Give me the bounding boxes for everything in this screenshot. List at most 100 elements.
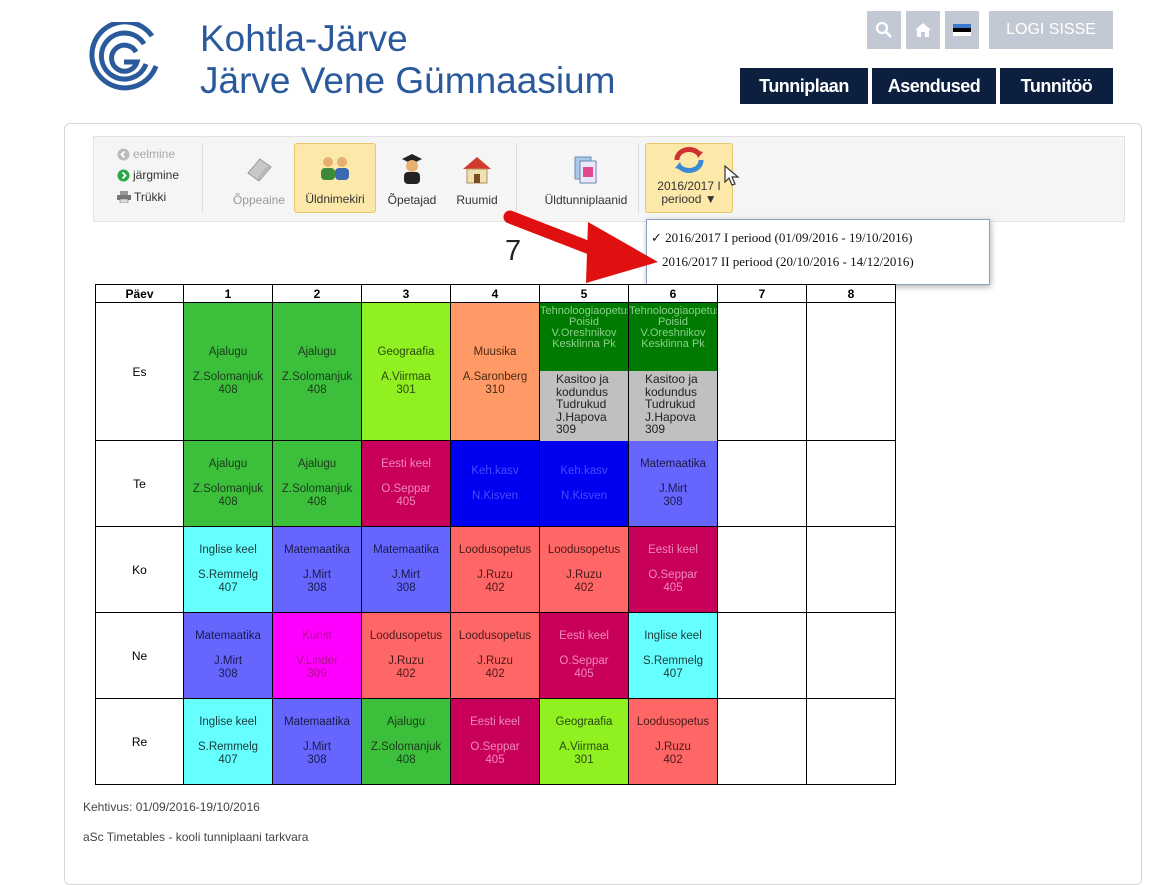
period-option-2[interactable]: 2016/2017 II periood (20/10/2016 - 14/12… [662,254,914,272]
timetable-cell[interactable]: Matemaatika J.Mirt 308 [272,698,362,785]
lesson-room: 402 [485,668,505,680]
lesson-card[interactable]: Matemaatika J.Mirt 308 [362,527,450,612]
timetable-cell[interactable]: Inglise keel S.Remmelg 407 [628,612,718,699]
timetable-cell[interactable]: Inglise keel S.Remmelg 407 [183,526,273,613]
timetable-cell[interactable]: Geograafia A.Viirmaa 301 [539,698,629,785]
lesson-subject: Loodusopetus [458,544,532,556]
timetable-cell[interactable]: Eesti keel O.Seppar 405 [539,612,629,699]
timetable-cell[interactable]: Loodusopetus J.Ruzu 402 [361,612,451,699]
search-icon[interactable] [867,11,901,49]
lesson-card[interactable]: Loodusopetus J.Ruzu 402 [629,699,717,784]
timetable-cell[interactable]: Inglise keel S.Remmelg 407 [183,698,273,785]
lesson-card[interactable]: Geograafia A.Viirmaa 301 [540,699,628,784]
timetable-cell[interactable]: Keh.kasv N.Kisven [539,440,629,527]
lesson-card[interactable]: Eesti keel O.Seppar 405 [629,527,717,612]
lesson-card[interactable]: Ajalugu Z.Solomanjuk 408 [273,303,361,440]
lesson-card[interactable]: Eesti keel O.Seppar 405 [540,613,628,698]
lesson-card[interactable]: Inglise keel S.Remmelg 407 [184,699,272,784]
timetable-cell[interactable]: Loodusopetus J.Ruzu 402 [450,612,540,699]
timetable-cell[interactable]: Matemaatika J.Mirt 308 [628,440,718,527]
timetable-cell[interactable]: Matemaatika J.Mirt 308 [272,526,362,613]
lesson-line: Poisid [658,316,688,328]
nav-asendused[interactable]: Asendused [872,68,996,104]
school-name-line1[interactable]: Kohtla-Järve [200,18,408,59]
lesson-card[interactable]: Kunst V.Linder 309 [273,613,361,698]
lesson-card[interactable]: Loodusopetus J.Ruzu 402 [451,613,539,698]
timetable-cell[interactable]: Eesti keel O.Seppar 405 [361,440,451,527]
lesson-card[interactable]: Loodusopetus J.Ruzu 402 [362,613,450,698]
period-option-1[interactable]: ✓ 2016/2017 I periood (01/09/2016 - 19/1… [651,230,913,248]
timetable-cell[interactable]: Loodusopetus J.Ruzu 402 [628,698,718,785]
lesson-card[interactable]: Ajalugu Z.Solomanjuk 408 [273,441,361,526]
timetable-cell[interactable]: Eesti keel O.Seppar 405 [628,526,718,613]
teachers-button[interactable]: Õpetajad [380,143,444,213]
lesson-card[interactable]: Keh.kasv N.Kisven [451,441,539,526]
period-header: 5 [539,284,629,303]
nav-tunnitoo[interactable]: Tunnitöö [1000,68,1113,104]
school-logo[interactable] [80,22,170,94]
timetable-cell[interactable]: Ajalugu Z.Solomanjuk 408 [183,440,273,527]
lesson-group-boys[interactable]: Tehnoloogiaopetus Poisid V.Oreshnikov Keskl… [629,303,717,371]
lesson-card[interactable]: Loodusopetus J.Ruzu 402 [540,527,628,612]
lesson-card[interactable]: Ajalugu Z.Solomanjuk 408 [184,303,272,440]
timetable-cell[interactable]: Ajalugu Z.Solomanjuk 408 [272,302,362,441]
login-button[interactable]: LOGI SISSE [989,11,1113,49]
timetable-cell[interactable]: Matemaatika J.Mirt 308 [183,612,273,699]
timetable-cell[interactable]: Muusika A.Saronberg 310 [450,302,540,441]
timetable-cell[interactable]: Ajalugu Z.Solomanjuk 408 [183,302,273,441]
next-button[interactable]: järgmine [117,168,179,182]
lesson-subject: Geograafia [377,346,435,358]
lesson-card[interactable]: Ajalugu Z.Solomanjuk 408 [184,441,272,526]
timetable-cell[interactable]: Geograafia A.Viirmaa 301 [361,302,451,441]
lesson-card[interactable]: Loodusopetus J.Ruzu 402 [451,527,539,612]
lesson-card[interactable]: Inglise keel S.Remmelg 407 [184,527,272,612]
timetable-cell[interactable]: Loodusopetus J.Ruzu 402 [539,526,629,613]
timetable-cell [717,526,807,613]
lesson-card[interactable]: Matemaatika J.Mirt 308 [629,441,717,526]
print-button[interactable]: Trükki [117,190,166,204]
lesson-teacher: J.Ruzu [477,655,513,667]
lesson-teacher: O.Seppar [559,655,609,667]
lesson-teacher: V.Linder [296,655,338,667]
timetable-cell[interactable]: Ajalugu Z.Solomanjuk 408 [272,440,362,527]
rooms-button[interactable]: Ruumid [449,143,505,213]
lesson-card[interactable]: Eesti keel O.Seppar 405 [362,441,450,526]
timetable-cell[interactable]: Loodusopetus J.Ruzu 402 [450,526,540,613]
nav-tunniplaan[interactable]: Tunniplaan [740,68,868,104]
lesson-card[interactable]: Eesti keel O.Seppar 405 [451,699,539,784]
lesson-card[interactable]: Matemaatika J.Mirt 308 [184,613,272,698]
class-list-button[interactable]: Üldnimekiri [294,143,376,213]
lesson-card[interactable]: Geograafia A.Viirmaa 301 [362,303,450,440]
lesson-card[interactable]: Muusika A.Saronberg 310 [451,303,539,440]
lesson-card[interactable]: Keh.kasv N.Kisven [540,441,628,526]
subject-button[interactable]: Õppeaine [226,143,292,213]
lesson-teacher: S.Remmelg [197,741,259,753]
timetable-cell[interactable]: Tehnoloogiaopetus Poisid V.Oreshnikov Keskl… [628,302,718,441]
home-icon[interactable] [906,11,940,49]
lesson-group-girls[interactable]: Kasitoo ja kodundus Tudrukud J.Hapova 309 [540,371,628,441]
lesson-line: J.Hapova [645,409,696,424]
timetable-cell[interactable]: Tehnoloogiaopetus Poisid V.Oreshnikov Keskl… [539,302,629,441]
lesson-subject: Loodusopetus [547,544,621,556]
lesson-line: kodundus [556,384,609,399]
lesson-card[interactable]: Ajalugu Z.Solomanjuk 408 [362,699,450,784]
timetable-cell[interactable]: Keh.kasv N.Kisven [450,440,540,527]
lesson-group-girls[interactable]: Kasitoo ja kodundus Tudrukud J.Hapova 309 [629,371,717,441]
timetable-cell[interactable]: Ajalugu Z.Solomanjuk 408 [361,698,451,785]
lesson-card[interactable]: Inglise keel S.Remmelg 407 [629,613,717,698]
prev-button[interactable]: eelmine [117,147,175,161]
lesson-subject: Muusika [473,346,517,358]
language-flag-icon[interactable] [945,11,979,49]
timetable-cell[interactable]: Matemaatika J.Mirt 308 [361,526,451,613]
day-label: Es [95,302,184,441]
overall-timetables-button[interactable]: Üldtunniplaanid [540,143,632,213]
lesson-card[interactable]: Matemaatika J.Mirt 308 [273,527,361,612]
period-selector-button[interactable]: 2016/2017 I periood ▼ [645,143,733,213]
timetable-cell[interactable]: Eesti keel O.Seppar 405 [450,698,540,785]
lesson-card[interactable]: Matemaatika J.Mirt 308 [273,699,361,784]
timetable-cell[interactable]: Kunst V.Linder 309 [272,612,362,699]
footer-text[interactable]: aSc Timetables - kooli tunniplaani tarkv… [83,830,309,844]
school-name-line2[interactable]: Järve Vene Gümnaasium [200,60,616,101]
lesson-group-boys[interactable]: Tehnoloogiaopetus Poisid V.Oreshnikov Keskl… [540,303,628,371]
lesson-room: 405 [396,496,416,508]
